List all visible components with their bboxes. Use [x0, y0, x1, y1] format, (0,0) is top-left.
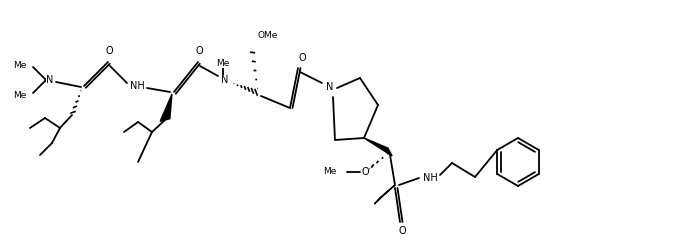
Polygon shape [375, 185, 395, 204]
Text: Me: Me [216, 58, 230, 68]
Text: O: O [105, 46, 113, 56]
Text: NH: NH [130, 81, 145, 91]
Text: O: O [195, 46, 203, 56]
Text: NH: NH [422, 173, 437, 183]
Polygon shape [160, 94, 172, 121]
Text: N: N [221, 75, 228, 85]
Text: O: O [298, 53, 306, 63]
Text: N: N [47, 75, 53, 85]
Text: O: O [398, 226, 406, 236]
Text: Me: Me [14, 60, 27, 70]
Text: OMe: OMe [258, 30, 279, 40]
Text: Me: Me [324, 168, 337, 176]
Text: N: N [327, 82, 334, 92]
Text: Me: Me [14, 90, 27, 100]
Text: O: O [361, 167, 369, 177]
Polygon shape [364, 138, 392, 156]
